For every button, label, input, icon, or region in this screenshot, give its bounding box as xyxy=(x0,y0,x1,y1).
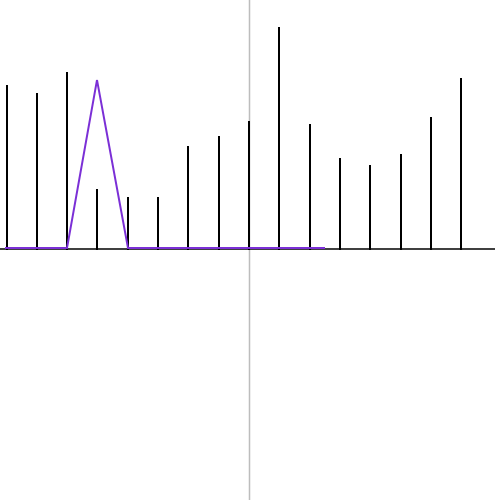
line xyxy=(5,79,325,249)
